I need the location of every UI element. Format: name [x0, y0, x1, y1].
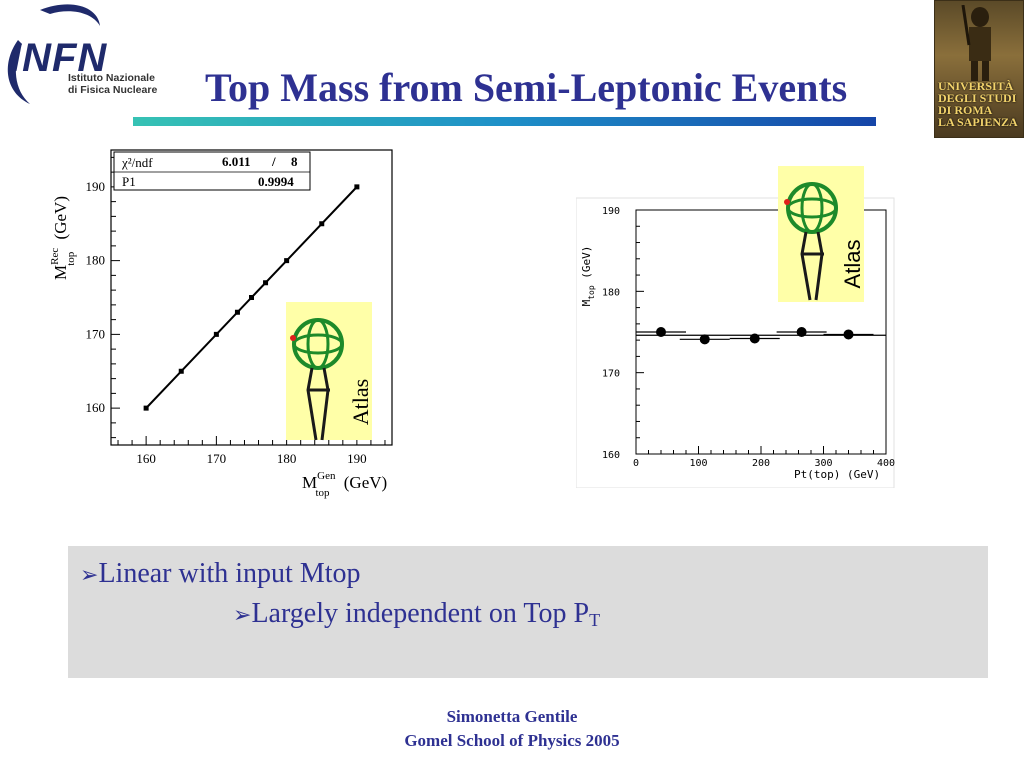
title-divider	[133, 117, 876, 126]
ndf-value: 8	[291, 154, 298, 169]
arrow-bullet-icon: ➢	[80, 563, 99, 588]
atlas-overlay: Atlas	[286, 302, 373, 441]
infn-swoosh-icon	[7, 4, 100, 104]
university-name-1: UNIVERSITÀ	[938, 79, 1014, 93]
y-tick-label: 170	[602, 369, 620, 380]
infn-logo: INFN Istituto Nazionale di Fisica Nuclea…	[0, 0, 170, 110]
x-tick-label: 180	[277, 451, 297, 466]
statue-icon	[961, 5, 991, 81]
data-point	[354, 184, 360, 190]
y-tick-label: 170	[86, 326, 106, 341]
bullet-subscript: T	[589, 610, 601, 631]
x-axis-label: MGen top (GeV)	[302, 470, 387, 499]
university-name-3: DI ROMA	[938, 103, 993, 117]
data-point	[249, 295, 254, 300]
data-point	[234, 309, 240, 315]
x-tick-label: 0	[633, 458, 639, 469]
y-tick-label: 180	[86, 253, 106, 268]
arrow-bullet-icon: ➢	[233, 603, 252, 628]
infn-subtitle-1: Istituto Nazionale	[68, 72, 155, 84]
page-title: Top Mass from Semi-Leptonic Events	[205, 65, 848, 110]
tick-marks	[635, 209, 887, 455]
x-axis-label: Pt(top) (GeV)	[794, 468, 880, 481]
footer-event: Gomel School of Physics 2005	[404, 731, 620, 750]
chi2-value: 6.011	[222, 154, 251, 169]
data-point	[143, 405, 149, 411]
infn-subtitle-2: di Fisica Nucleare	[68, 84, 158, 96]
atlas-label: Atlas	[348, 379, 373, 425]
y-tick-label: 180	[602, 287, 620, 298]
data-point	[656, 327, 666, 337]
data-point	[749, 333, 760, 344]
x-tick-label: 190	[347, 451, 367, 466]
data-point	[796, 327, 807, 337]
infn-wordmark: INFN	[10, 36, 108, 80]
x-tick-label: 300	[814, 458, 832, 469]
y-tick-label: 190	[602, 206, 620, 217]
atlas-figure-icon: Atlas	[784, 182, 865, 301]
data-point	[843, 329, 854, 340]
data-point	[213, 331, 219, 337]
x-tick-label: 400	[877, 458, 895, 469]
stats-box	[113, 151, 311, 191]
data-point	[178, 368, 184, 374]
x-tick-label: 160	[136, 451, 156, 466]
chi2-label: χ²/ndf	[121, 155, 153, 170]
bullet-item-2: ➢Largely independent on Top PT	[233, 598, 600, 631]
atlas-overlay-right: Atlas	[778, 166, 865, 302]
footer-author: Simonetta Gentile	[446, 707, 578, 726]
p1-label: P1	[122, 174, 136, 189]
data-point	[284, 258, 290, 264]
y-tick-labels: 160 170 180 190	[86, 179, 106, 415]
bullet-text-1: Linear with input Mtop	[98, 558, 361, 589]
atlas-figure-icon	[290, 318, 344, 441]
x-tick-label: 200	[752, 458, 770, 469]
p1-value: 0.9994	[258, 174, 294, 189]
data-point	[319, 221, 325, 227]
data-point	[263, 280, 269, 286]
data-point	[699, 334, 710, 345]
chart-rec-vs-gen: 160 170 180 190 160 170 180 190 χ²/ndf 6.011 /…	[49, 149, 393, 499]
y-tick-labels: 160 170 180 190	[602, 206, 620, 461]
university-name-4: LA SAPIENZA	[938, 115, 1018, 129]
x-tick-labels: 0 100 200 300 400	[633, 458, 895, 469]
university-name-2: DEGLI STUDI	[938, 91, 1017, 105]
data-points	[143, 184, 360, 411]
bullet-text-2: Largely independent on Top P	[251, 598, 590, 629]
atlas-label: Atlas	[840, 240, 864, 289]
tick-marks	[111, 156, 386, 445]
y-tick-label: 190	[86, 179, 106, 194]
x-tick-label: 100	[689, 458, 707, 469]
y-axis-label: MRec top (GeV)	[49, 196, 77, 280]
y-tick-label: 160	[602, 450, 620, 461]
summary-box: ➢Linear with input Mtop ➢Largely indepen…	[68, 546, 988, 678]
data-points	[636, 327, 874, 345]
chi2-separator: /	[271, 154, 276, 169]
x-tick-labels: 160 170 180 190	[136, 451, 366, 466]
x-tick-label: 170	[207, 451, 227, 466]
university-logo	[934, 0, 1024, 138]
bullet-item-1: ➢Linear with input Mtop	[80, 558, 361, 590]
y-tick-label: 160	[86, 400, 106, 415]
